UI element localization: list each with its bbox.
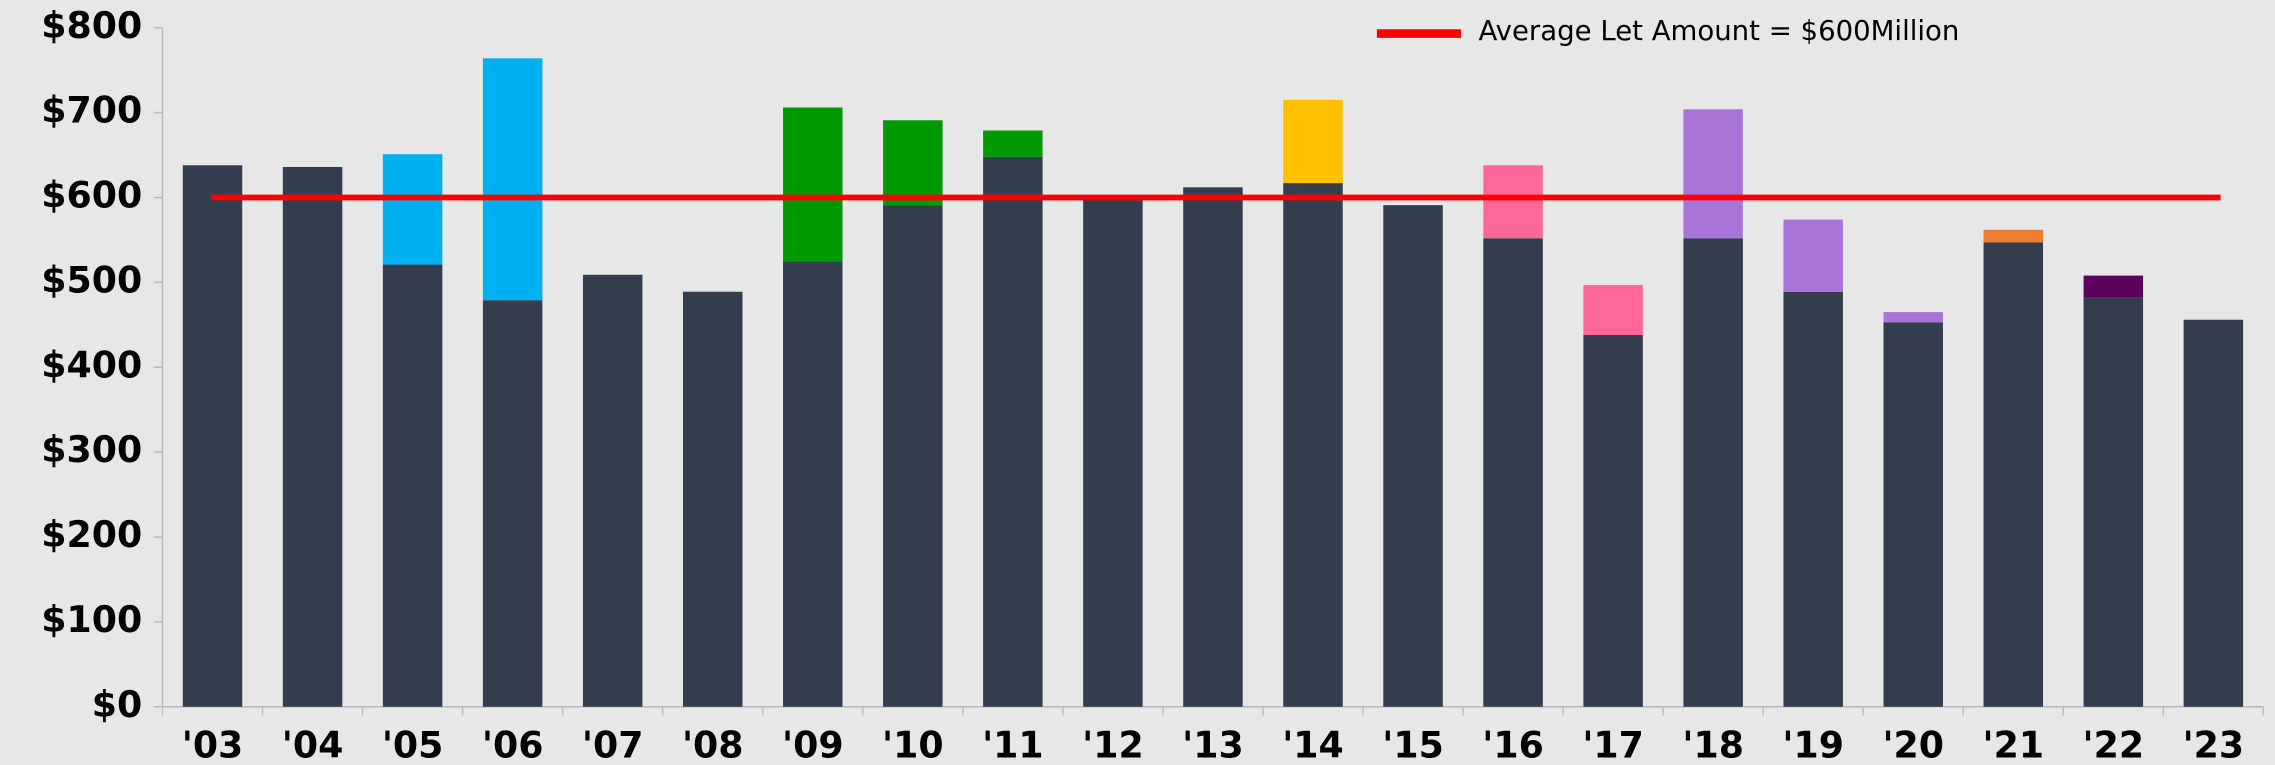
x-tick-label: '14: [1282, 723, 1344, 765]
bar-segment: [1083, 200, 1143, 707]
x-tick-label: '16: [1482, 723, 1544, 765]
bar-segment: [1883, 312, 1943, 323]
bar-segment: [1283, 99, 1343, 184]
bar-segment: [482, 58, 543, 301]
bar-segment: [382, 154, 443, 265]
y-tick-label: $700: [41, 89, 142, 132]
x-tick-label: '15: [1382, 723, 1444, 765]
x-tick-label: '06: [482, 723, 544, 765]
y-tick-label: $500: [41, 258, 142, 301]
bar-segment: [1183, 187, 1243, 707]
bar-segment: [1683, 109, 1743, 239]
bar-segment: [1983, 242, 2044, 707]
x-tick-label: '03: [182, 723, 244, 765]
x-tick-label: '10: [882, 723, 944, 765]
bar-segment: [883, 120, 943, 206]
bar-segment: [783, 107, 843, 262]
bar-segment: [382, 264, 443, 707]
x-tick-label: '21: [1982, 723, 2044, 765]
bar-segment: [582, 274, 643, 707]
y-tick-label: $100: [41, 598, 142, 641]
bar-segment: [2183, 319, 2244, 707]
x-tick-label: '09: [782, 723, 844, 765]
bar-segment: [1783, 291, 1843, 707]
x-tick-label: '22: [2083, 723, 2145, 765]
bar-segment: [1483, 238, 1543, 707]
bar-segment: [1383, 205, 1443, 707]
y-tick-label: $0: [92, 683, 142, 726]
y-tick-label: $300: [41, 428, 142, 471]
x-tick-label: '04: [282, 723, 344, 765]
x-tick-label: '07: [582, 723, 644, 765]
x-tick-label: '11: [982, 723, 1044, 765]
bar-segment: [482, 300, 543, 707]
bar-segment: [983, 130, 1043, 157]
bar-segment: [1683, 238, 1743, 707]
x-tick-label: '08: [682, 723, 744, 765]
bar-segment: [883, 205, 943, 707]
x-tick-label: '20: [1882, 723, 1944, 765]
bar-segment: [1983, 229, 2044, 243]
bar-segment: [1883, 322, 1943, 707]
bar-segment: [182, 165, 243, 707]
bar-segment: [282, 166, 343, 707]
bar-segment: [1483, 165, 1543, 239]
bar-segment: [2083, 275, 2144, 298]
bar-segment: [1783, 219, 1843, 292]
legend-label: Average Let Amount = $600Million: [1478, 15, 1959, 47]
x-tick-label: '23: [2183, 723, 2245, 765]
y-tick-label: $200: [41, 513, 142, 556]
x-tick-label: '05: [382, 723, 444, 765]
bar-segment: [1283, 183, 1343, 707]
x-tick-label: '13: [1182, 723, 1244, 765]
bar-segment: [783, 261, 843, 707]
x-tick-label: '17: [1582, 723, 1644, 765]
x-tick-label: '12: [1082, 723, 1144, 765]
bar-segment: [682, 291, 743, 707]
bar-segment: [2083, 297, 2144, 707]
y-tick-label: $800: [41, 4, 142, 47]
bar-segment: [1583, 284, 1643, 336]
y-tick-label: $400: [41, 343, 142, 386]
x-tick-label: '18: [1682, 723, 1744, 765]
bar-segment: [1583, 335, 1643, 707]
bar-segment: [983, 156, 1043, 707]
x-tick-label: '19: [1782, 723, 1844, 765]
y-tick-label: $600: [41, 174, 142, 217]
